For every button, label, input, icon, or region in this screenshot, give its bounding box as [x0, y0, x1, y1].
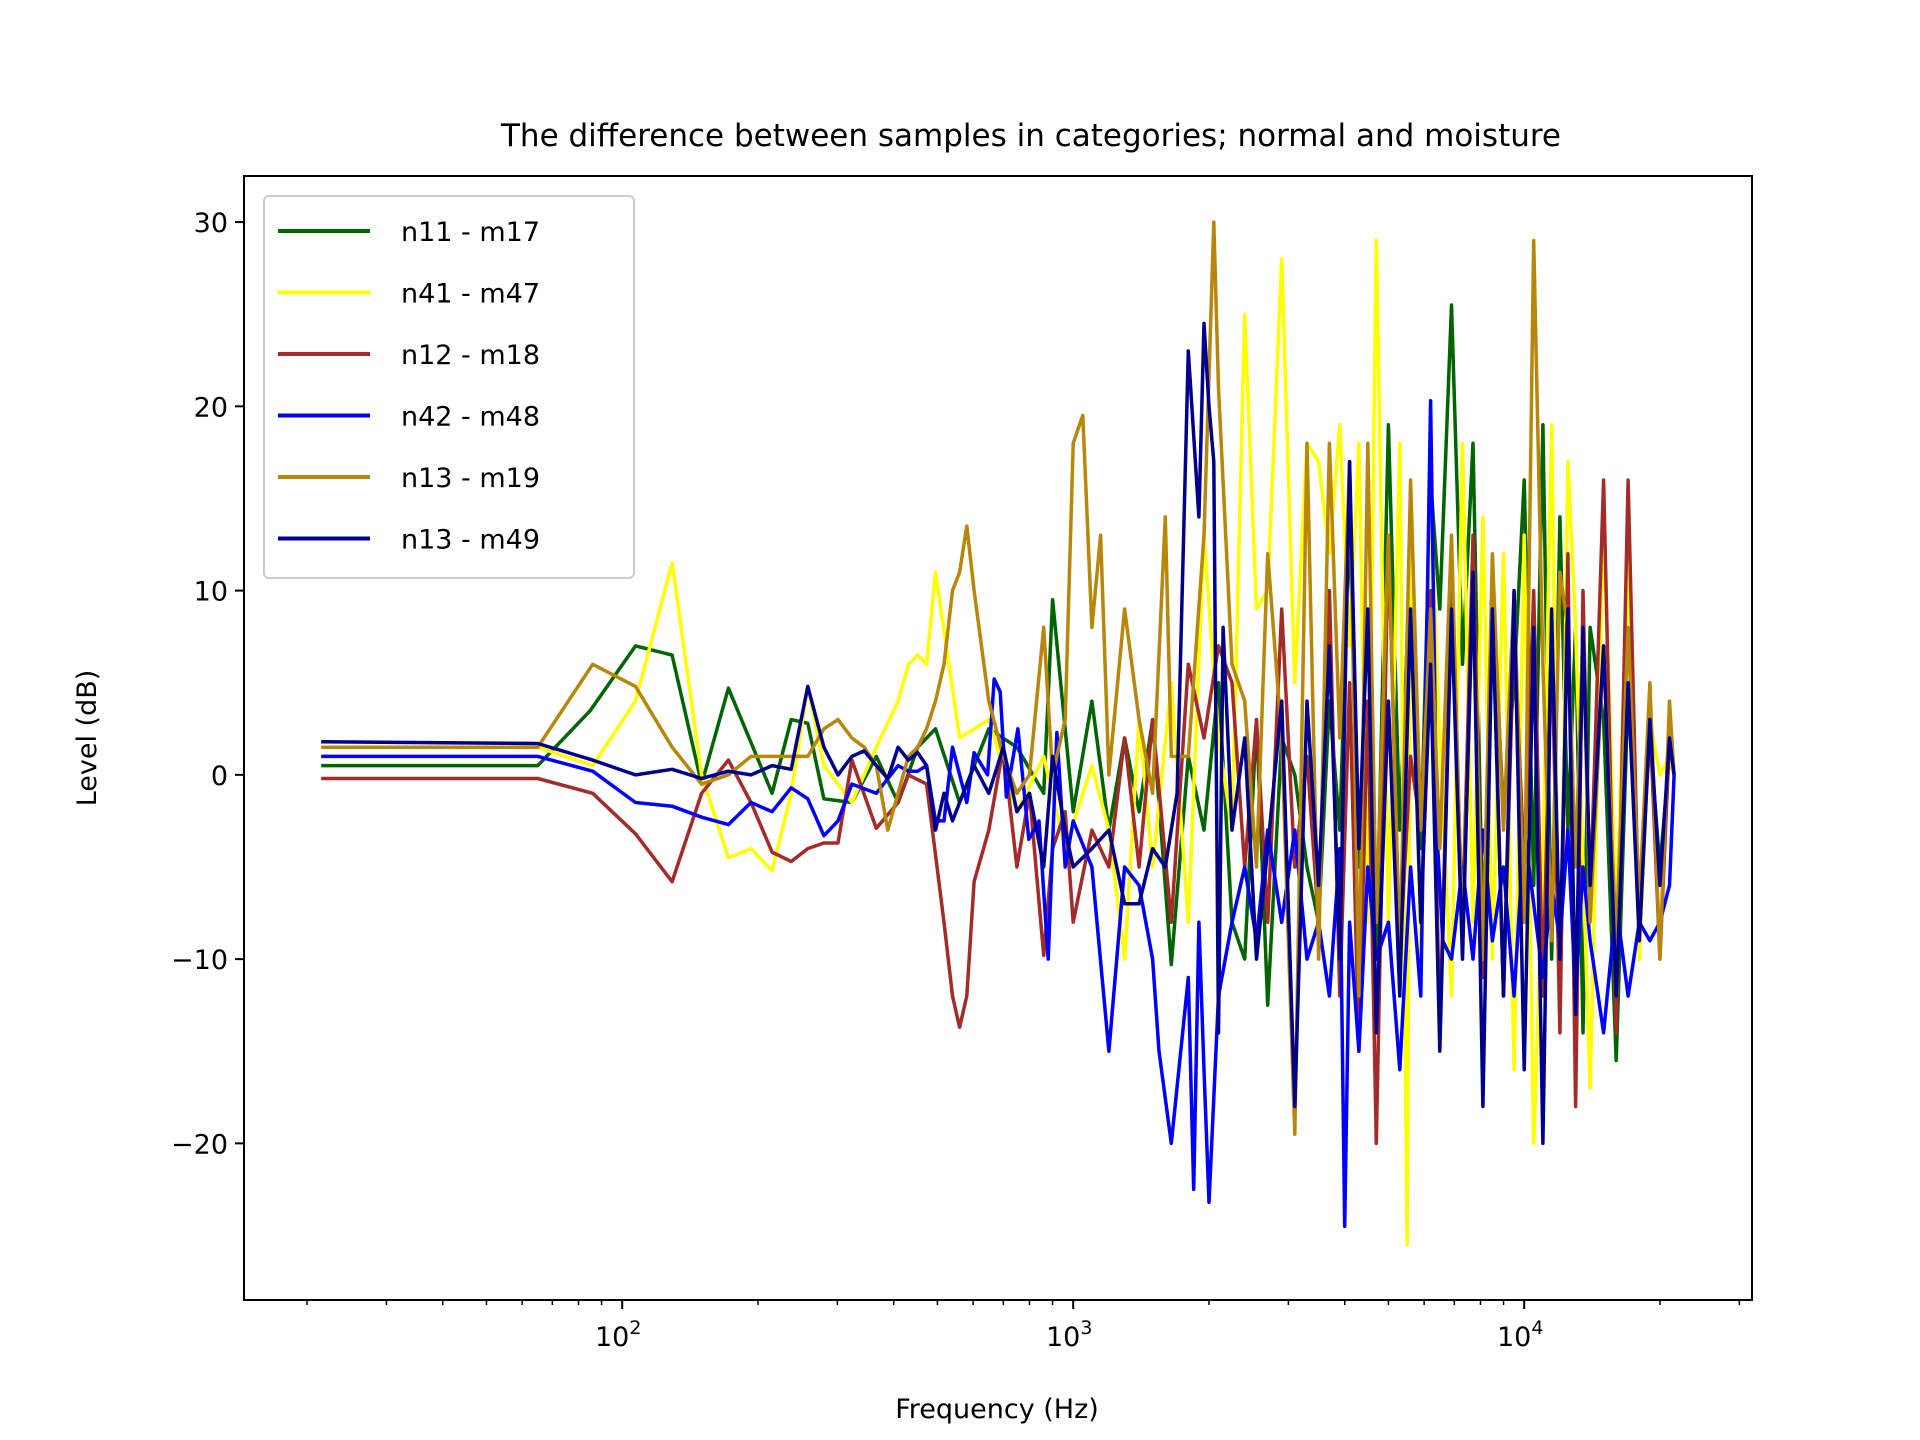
x-tick-label: 104	[1497, 1317, 1543, 1353]
y-tick-label: −10	[171, 945, 228, 976]
x-tick-label: 103	[1046, 1317, 1092, 1353]
chart-title: The difference between samples in catego…	[500, 118, 1561, 154]
legend-label: n11 - m17	[401, 217, 540, 248]
series-layer	[321, 220, 1676, 1247]
y-tick-label: 20	[194, 392, 228, 423]
legend-label: n13 - m19	[401, 463, 540, 494]
legend-label: n42 - m48	[401, 402, 540, 433]
y-tick-label: 10	[194, 577, 228, 608]
legend: n11 - m17 n41 - m47 n12 - m18 n42 - m48 n13 …	[263, 195, 635, 579]
x-axis: 102 103 104	[306, 1300, 1741, 1353]
legend-label: n12 - m18	[401, 340, 540, 371]
series-line-6	[321, 321, 1676, 1146]
y-tick-label: −20	[171, 1129, 228, 1160]
y-axis: 30 20 10 0 −10 −20	[171, 208, 244, 1160]
legend-label: n41 - m47	[401, 279, 540, 310]
x-axis-label: Frequency (Hz)	[895, 1394, 1099, 1425]
x-tick-label: 102	[595, 1317, 641, 1353]
series-line-5	[321, 220, 1676, 1136]
y-axis-label: Level (dB)	[72, 670, 103, 807]
legend-label: n13 - m49	[401, 525, 540, 556]
legend-box	[263, 195, 635, 579]
plot-frame	[243, 175, 1753, 1301]
y-tick-label: 30	[194, 208, 228, 239]
y-tick-label: 0	[211, 761, 228, 792]
